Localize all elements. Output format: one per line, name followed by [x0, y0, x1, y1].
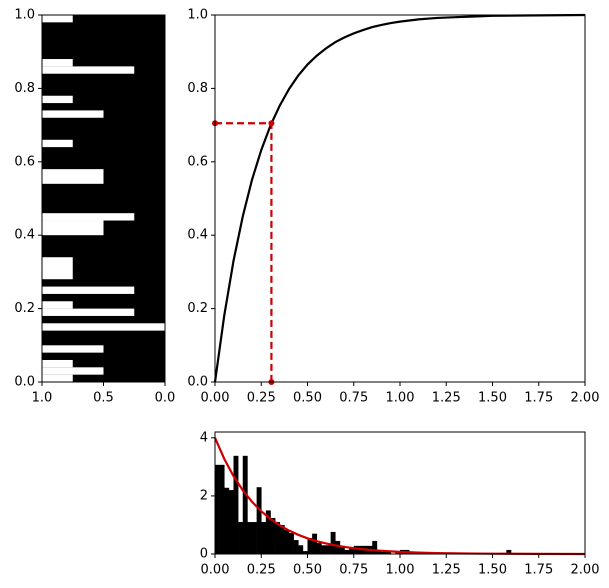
- x-tick-label: 1.0: [32, 391, 53, 406]
- y-tick-label: 0.6: [14, 154, 35, 169]
- histogram-bar: [238, 522, 244, 554]
- x-tick-label: 0.75: [339, 391, 368, 406]
- line: [213, 13, 586, 383]
- y-tick-label: 0: [200, 547, 208, 562]
- histogram-bar: [344, 549, 350, 554]
- histogram-bar: [293, 540, 299, 554]
- axes-background: [42, 15, 165, 382]
- bar: [42, 169, 104, 184]
- y-tick-label: 0.0: [14, 375, 35, 390]
- y-tick-label: 4: [200, 430, 208, 445]
- histogram-bar: [372, 540, 378, 554]
- bar: [42, 286, 135, 294]
- x-tick-label: 1.75: [524, 563, 553, 578]
- bar: [42, 110, 104, 118]
- y-tick-label: 0.8: [14, 81, 35, 96]
- histogram-bar: [256, 487, 262, 554]
- histogram-bar: [228, 490, 234, 554]
- histogram-bar: [353, 545, 359, 554]
- histogram-bar: [339, 545, 345, 554]
- bar: [42, 359, 73, 368]
- histogram-bar: [261, 522, 267, 554]
- bar: [42, 345, 104, 353]
- y-tick-label: 2: [200, 488, 208, 503]
- histogram-bar: [265, 510, 271, 554]
- histogram-bar: [376, 551, 382, 554]
- histogram-bar: [275, 522, 281, 554]
- x-tick-label: 0.25: [247, 391, 276, 406]
- bar: [42, 95, 73, 104]
- histogram-bar: [215, 464, 220, 554]
- bar: [42, 139, 73, 148]
- x-tick-label: 0.5: [93, 391, 114, 406]
- histogram-bar: [252, 522, 257, 554]
- histogram-bar: [224, 487, 230, 554]
- y-tick-label: 0.4: [187, 228, 208, 243]
- histogram-bar: [326, 545, 331, 554]
- y-tick-label: 1.0: [14, 8, 35, 23]
- bar: [42, 220, 104, 236]
- histogram-bar: [316, 542, 322, 554]
- x-tick-label: 2.00: [571, 563, 600, 578]
- x-tick-label: 1.75: [524, 391, 553, 406]
- line: [215, 122, 273, 382]
- x-tick-label: 0.50: [293, 563, 322, 578]
- y-tick-label: 0.6: [187, 154, 208, 169]
- bar: [42, 374, 73, 382]
- bar: [42, 367, 104, 375]
- x-tick-label: 0.25: [247, 563, 276, 578]
- histogram-bar: [349, 548, 355, 554]
- axes-frame: [214, 14, 586, 383]
- x-tick-label: 1.50: [478, 391, 507, 406]
- bar: [42, 308, 135, 316]
- x-tick-label: 2.00: [571, 391, 600, 406]
- histogram-bar: [298, 545, 304, 554]
- histogram-bar: [219, 464, 225, 554]
- bar: [42, 213, 135, 221]
- y-tick-label: 0.0: [187, 375, 208, 390]
- bar: [42, 257, 73, 280]
- bar: [42, 59, 73, 67]
- x-tick-label: 1.25: [432, 563, 461, 578]
- bar: [42, 66, 135, 74]
- histogram-bar: [247, 522, 253, 554]
- histogram-bar: [284, 529, 290, 554]
- histogram-bar: [381, 551, 387, 554]
- histogram-bar: [302, 551, 308, 554]
- y-tick-label: 0.4: [14, 228, 35, 243]
- y-tick-label: 1.0: [187, 8, 208, 23]
- marker: [268, 120, 275, 127]
- y-tick-label: 0.8: [187, 81, 208, 96]
- x-tick-label: 0.0: [155, 391, 176, 406]
- histogram-bar: [270, 517, 276, 554]
- histogram-bar: [335, 540, 341, 554]
- histogram-bar: [330, 531, 336, 554]
- y-tick-label: 0.2: [14, 301, 35, 316]
- histogram-bar: [242, 455, 248, 554]
- histogram-bar: [279, 524, 285, 554]
- histogram-bar: [307, 538, 313, 554]
- x-tick-label: 0.75: [339, 563, 368, 578]
- histogram-bar: [395, 551, 401, 554]
- bar: [42, 15, 73, 23]
- histogram-bar: [386, 551, 392, 554]
- bar: [42, 301, 73, 309]
- x-tick-label: 0.50: [293, 391, 322, 406]
- histogram-bar: [233, 455, 239, 554]
- x-tick-label: 0.00: [201, 391, 230, 406]
- histogram-bar: [321, 545, 327, 554]
- x-tick-label: 1.25: [432, 391, 461, 406]
- x-tick-label: 1.50: [478, 563, 507, 578]
- bar: [42, 323, 165, 331]
- x-tick-label: 0.00: [201, 563, 230, 578]
- line: [213, 437, 586, 556]
- x-tick-label: 1.00: [386, 391, 415, 406]
- histogram-bar: [312, 533, 318, 554]
- histogram-bar: [289, 533, 294, 554]
- x-tick-label: 1.00: [386, 563, 415, 578]
- histogram-bar: [506, 549, 512, 554]
- y-tick-label: 0.2: [187, 301, 208, 316]
